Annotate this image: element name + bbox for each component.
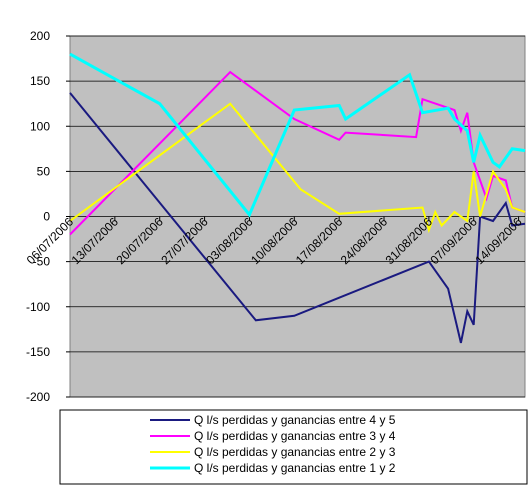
legend-box <box>59 409 528 485</box>
y-tick-label: -150 <box>26 345 50 359</box>
y-tick-label: 50 <box>37 164 51 178</box>
y-tick-label: 150 <box>30 74 50 88</box>
y-tick-label: -200 <box>26 390 50 404</box>
legend-label: Q l/s perdidas y ganancias entre 1 y 2 <box>194 461 396 475</box>
x-tick-label: 06/07/2006 <box>24 214 77 267</box>
y-tick-label: 100 <box>30 119 50 133</box>
y-tick-label: 200 <box>30 29 50 43</box>
series-line <box>69 92 526 344</box>
y-tick-label: -50 <box>33 255 51 269</box>
y-tick-label: 0 <box>43 210 50 224</box>
series-line <box>69 102 526 234</box>
legend-label: Q l/s perdidas y ganancias entre 3 y 4 <box>194 429 396 443</box>
y-tick-label: -100 <box>26 300 50 314</box>
legend-label: Q l/s perdidas y ganancias entre 2 y 3 <box>194 445 396 459</box>
series-line <box>69 52 526 218</box>
legend-label: Q l/s perdidas y ganancias entre 4 y 5 <box>194 413 396 427</box>
